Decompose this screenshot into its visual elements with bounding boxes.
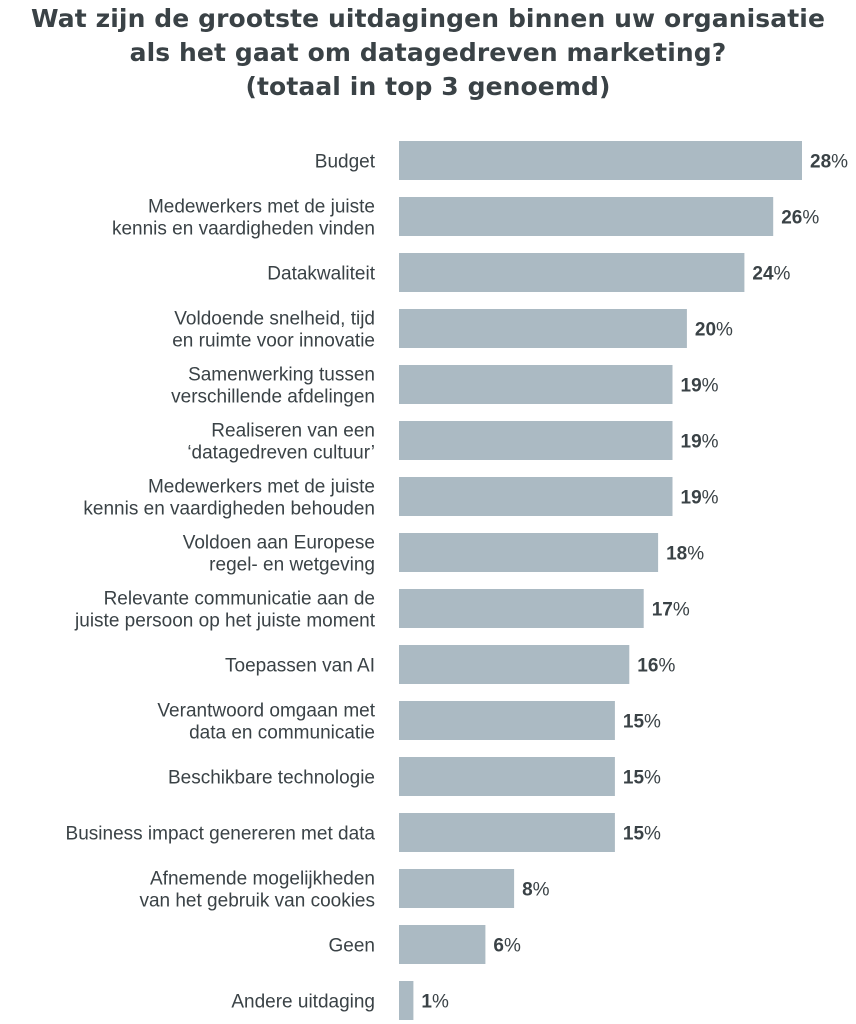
category-label-line: Medewerkers met de juiste [148, 197, 375, 218]
category-label-13: Business impact genereren met data [66, 824, 376, 845]
bar-10 [399, 645, 630, 684]
category-label-5: Samenwerking tussen verschillende afdelin… [171, 365, 375, 408]
data-label-11: 15% [623, 712, 661, 733]
data-label-7: 19% [681, 488, 719, 509]
category-label-line: Toepassen van AI [225, 656, 375, 677]
bar-13 [399, 813, 615, 852]
category-label-line: Geen [329, 936, 375, 957]
category-label-6: Realiseren van een ‘datagedreven cultuur’ [187, 421, 375, 464]
category-label-line: Afnemende mogelijkheden [150, 869, 375, 890]
category-label-line: Realiseren van een [211, 421, 375, 442]
data-label-1: 28% [810, 152, 848, 173]
category-label-line: ‘datagedreven cultuur’ [187, 443, 375, 464]
bar-3 [399, 253, 745, 292]
category-label-8: Voldoen aan Europese regel- en wetgeving [183, 533, 375, 576]
data-label-5: 19% [681, 376, 719, 397]
bar-6 [399, 421, 673, 460]
category-label-14: Afnemende mogelijkheden van het gebruik v… [139, 869, 375, 912]
category-label-line: van het gebruik van cookies [139, 891, 375, 912]
category-label-1: Budget [315, 152, 376, 173]
category-label-line: en ruimte voor innovatie [172, 331, 375, 352]
category-label-line: data en communicatie [189, 723, 375, 744]
category-label-line: Voldoende snelheid, tijd [174, 309, 375, 330]
category-label-line: Verantwoord omgaan met [157, 701, 375, 722]
data-label-14: 8% [522, 880, 550, 901]
category-label-7: Medewerkers met de juiste kennis en vaard… [83, 477, 375, 520]
category-label-4: Voldoende snelheid, tijd en ruimte voor i… [172, 309, 375, 352]
category-label-3: Datakwaliteit [267, 264, 375, 285]
category-label-line: Medewerkers met de juiste [148, 477, 375, 498]
bar-1 [399, 141, 802, 180]
chart-title-line-1: Wat zijn de grootste uitdagingen binnen … [30, 4, 826, 33]
bar-12 [399, 757, 615, 796]
category-label-11: Verantwoord omgaan met data en communicat… [157, 701, 375, 744]
category-label-line: verschillende afdelingen [171, 387, 375, 408]
category-label-line: regel- en wetgeving [209, 555, 375, 576]
category-label-line: kennis en vaardigheden vinden [112, 219, 375, 240]
category-label-line: Datakwaliteit [267, 264, 375, 285]
category-label-16: Andere uitdaging [231, 992, 375, 1013]
bar-16 [399, 981, 414, 1020]
category-label-2: Medewerkers met de juiste kennis en vaard… [112, 197, 375, 240]
data-label-13: 15% [623, 824, 661, 845]
bar-5 [399, 365, 673, 404]
bar-8 [399, 533, 659, 572]
bar-15 [399, 925, 486, 964]
category-label-line: Andere uitdaging [231, 992, 375, 1013]
bar-9 [399, 589, 644, 628]
category-label-line: Beschikbare technologie [168, 768, 375, 789]
bar-7 [399, 477, 673, 516]
category-label-10: Toepassen van AI [225, 656, 375, 677]
category-label-15: Geen [329, 936, 375, 957]
data-label-10: 16% [637, 656, 675, 677]
category-label-line: kennis en vaardigheden behouden [83, 499, 375, 520]
data-label-3: 24% [752, 264, 790, 285]
data-label-15: 6% [493, 936, 521, 957]
category-label-line: juiste persoon op het juiste moment [74, 611, 376, 632]
chart-title-line-2: als het gaat om datagedreven marketing? [129, 38, 727, 67]
data-label-8: 18% [666, 544, 704, 565]
category-label-line: Relevante communicatie aan de [104, 589, 375, 610]
category-label-line: Business impact genereren met data [66, 824, 376, 845]
bar-2 [399, 197, 774, 236]
data-label-6: 19% [681, 432, 719, 453]
chart-title-line-3: (totaal in top 3 genoemd) [245, 72, 611, 101]
category-label-line: Samenwerking tussen [188, 365, 375, 386]
data-label-12: 15% [623, 768, 661, 789]
bar-4 [399, 309, 687, 348]
category-label-9: Relevante communicatie aan de juiste pers… [74, 589, 376, 632]
chart-title: Wat zijn de grootste uitdagingen binnen … [0, 2, 856, 104]
bar-11 [399, 701, 615, 740]
data-label-2: 26% [781, 208, 819, 229]
category-label-12: Beschikbare technologie [168, 768, 375, 789]
bar-14 [399, 869, 515, 908]
category-label-line: Budget [315, 152, 376, 173]
category-label-line: Voldoen aan Europese [183, 533, 375, 554]
data-label-16: 1% [421, 992, 449, 1013]
data-label-4: 20% [695, 320, 733, 341]
data-label-9: 17% [652, 600, 690, 621]
